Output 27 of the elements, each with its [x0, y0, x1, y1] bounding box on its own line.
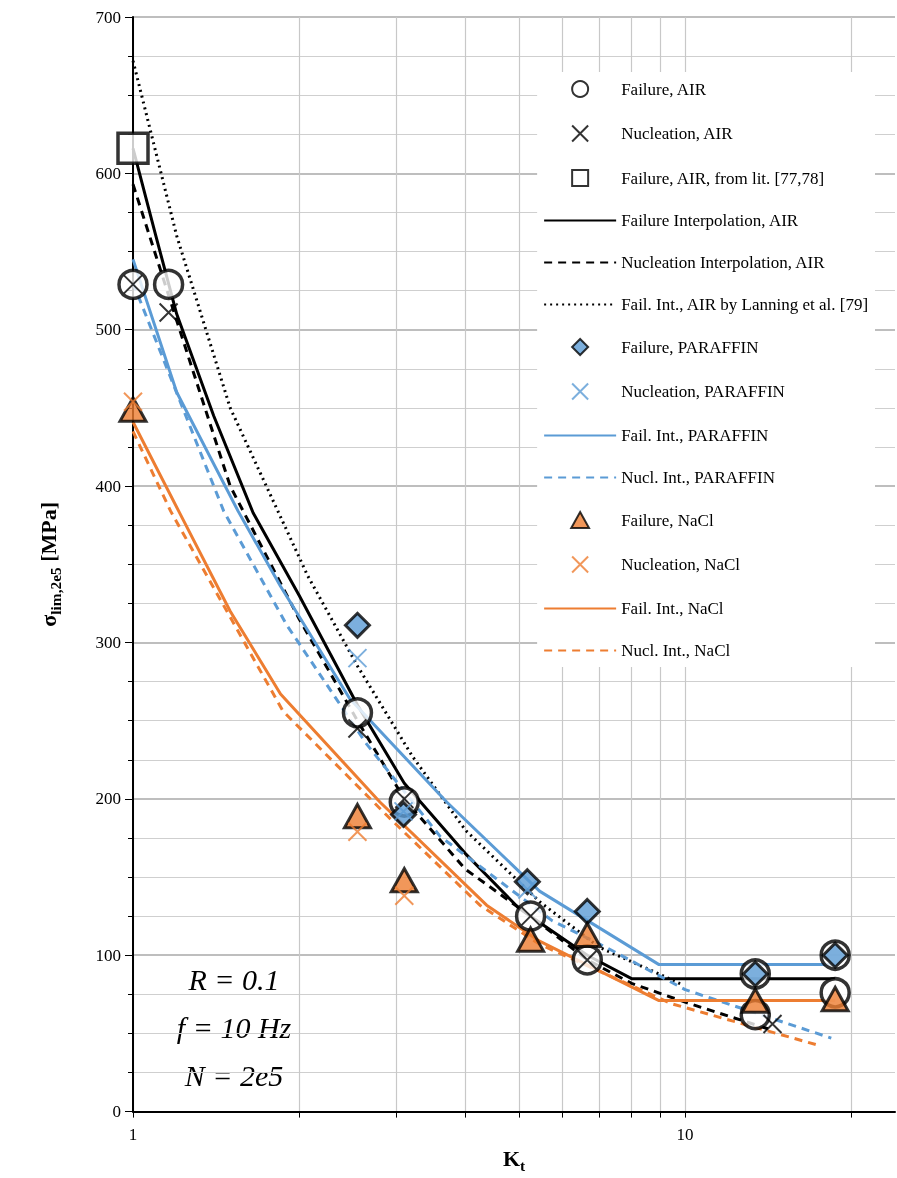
annotation: f = 10 Hz — [176, 1010, 292, 1044]
y-tick-label: 300 — [95, 632, 121, 652]
legend-label: Nucleation, AIR — [621, 124, 734, 143]
y-axis-title: σlim,2e5 [MPa] — [36, 501, 64, 627]
legend-label: Failure, AIR, from lit. [77,78] — [621, 168, 825, 188]
x-tick-label: 10 — [676, 1124, 694, 1144]
legend-label: Nucl. Int., PARAFFIN — [621, 468, 775, 487]
legend-label: Nucleation, NaCl — [621, 555, 741, 574]
y-tick-label: 700 — [95, 7, 121, 27]
legend-label: Nucl. Int., NaCl — [621, 641, 731, 660]
y-tick-label: 100 — [95, 945, 121, 965]
y-tick-label: 200 — [95, 789, 121, 809]
x-tick-label: 1 — [128, 1124, 138, 1144]
legend-label: Fail. Int., AIR by Lanning et al. [79] — [621, 295, 869, 314]
legend-label: Failure Interpolation, AIR — [621, 211, 799, 230]
annotation: R = 0.1 — [187, 962, 280, 996]
legend-label: Fail. Int., NaCl — [621, 599, 724, 618]
legend-label: Nucleation, PARAFFIN — [621, 382, 785, 401]
legend-label: Nucleation Interpolation, AIR — [621, 253, 826, 272]
legend-label: Failure, PARAFFIN — [621, 337, 759, 357]
y-tick-label: 500 — [95, 320, 121, 340]
legend-label: Failure, AIR — [621, 79, 707, 99]
y-tick-label: 600 — [95, 163, 121, 183]
y-tick-label: 400 — [95, 476, 121, 496]
y-tick-label: 0 — [112, 1102, 121, 1122]
legend-label: Failure, NaCl — [621, 510, 714, 530]
legend-label: Fail. Int., PARAFFIN — [621, 426, 769, 445]
